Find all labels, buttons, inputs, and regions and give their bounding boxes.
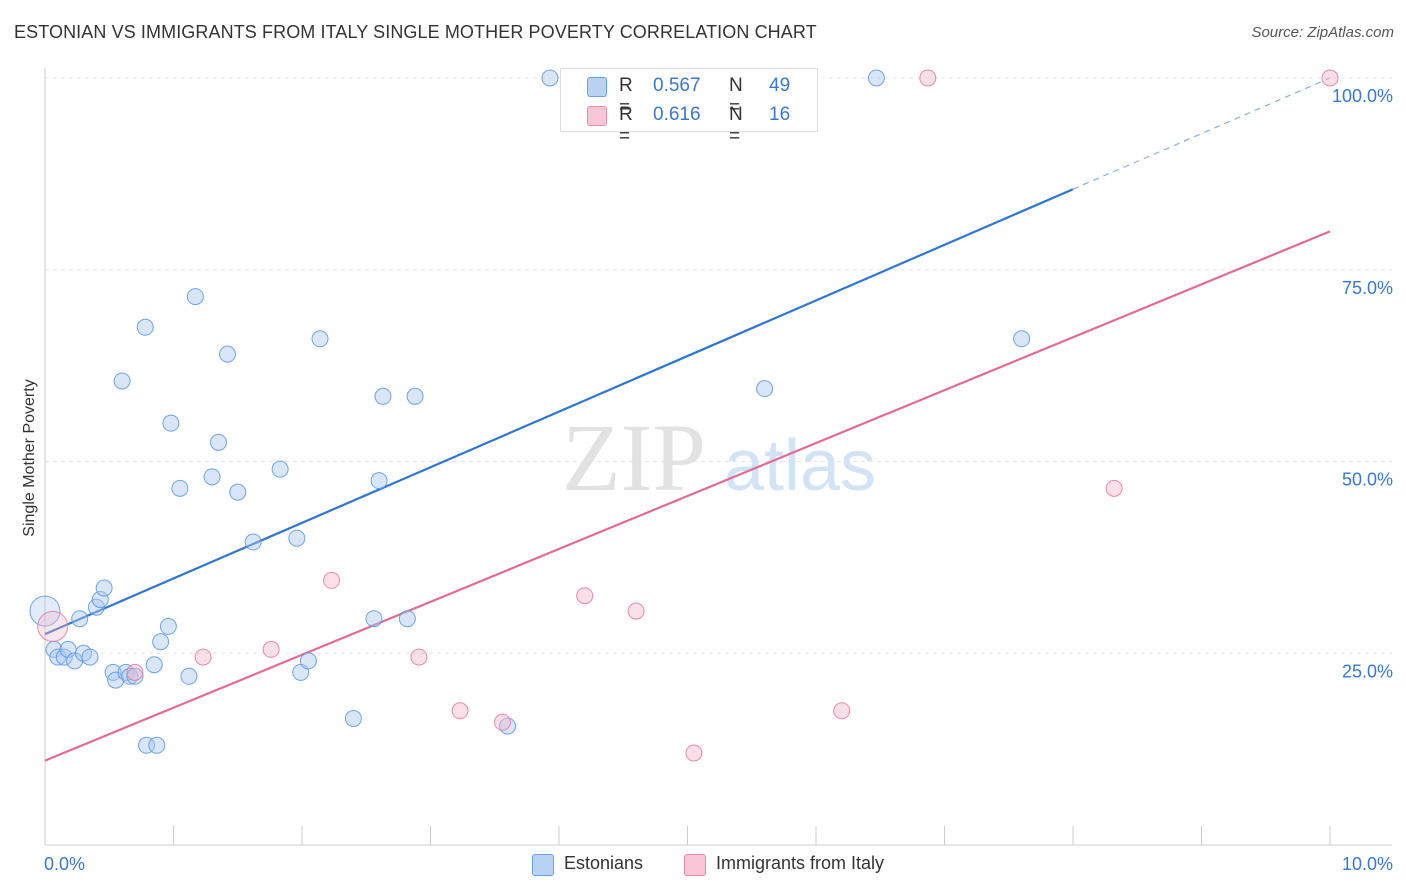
- point-estonians: [138, 736, 156, 754]
- legend-n-label: N =: [729, 104, 743, 147]
- point-estonians: [55, 648, 73, 666]
- point-italy: [919, 69, 937, 87]
- point-estonians: [136, 318, 154, 336]
- point-estonians: [398, 610, 416, 628]
- point-estonians: [370, 472, 388, 490]
- point-estonians: [159, 617, 177, 635]
- points-layer: [29, 69, 1339, 762]
- legend-label-estonians: Estonians: [564, 853, 644, 873]
- legend-label-italy: Immigrants from Italy: [716, 853, 885, 873]
- point-estonians: [162, 414, 180, 432]
- legend-r-value: 0.567: [653, 75, 701, 96]
- chart-title: ESTONIAN VS IMMIGRANTS FROM ITALY SINGLE…: [14, 22, 817, 42]
- y-tick-label: 25.0%: [1342, 661, 1393, 681]
- point-italy: [627, 602, 645, 620]
- point-estonians: [229, 483, 247, 501]
- point-estonians: [148, 736, 166, 754]
- point-estonians: [867, 69, 885, 87]
- point-estonians: [180, 667, 198, 685]
- point-italy: [37, 610, 69, 642]
- point-estonians: [95, 579, 113, 597]
- tick-label-layer: 25.0% 50.0% 75.0% 100.0% 0.0% 10.0%: [44, 86, 1393, 874]
- legend-swatch-italy: [587, 106, 607, 126]
- watermark-atlas: atlas: [724, 426, 876, 506]
- point-italy: [685, 744, 703, 762]
- point-estonians: [218, 345, 236, 363]
- trend-line-1: [44, 230, 1331, 762]
- point-estonians: [71, 610, 89, 628]
- point-estonians: [311, 330, 329, 348]
- legend-n-value: 49: [769, 75, 791, 96]
- legend-swatch-estonians: [587, 77, 607, 97]
- source-credit: Source: ZipAtlas.com: [1251, 24, 1394, 41]
- point-italy: [576, 587, 594, 605]
- x-tick-label: 10.0%: [1342, 854, 1393, 874]
- point-italy: [1321, 69, 1339, 87]
- point-estonians: [126, 667, 144, 685]
- legend-n-value: 16: [769, 104, 791, 125]
- point-estonians: [344, 709, 362, 727]
- point-italy: [323, 571, 341, 589]
- point-italy: [1105, 479, 1123, 497]
- point-estonians: [374, 387, 392, 405]
- point-italy: [126, 663, 144, 681]
- point-estonians: [152, 633, 170, 651]
- trend-line-0: [44, 188, 1074, 636]
- grid-layer: [45, 77, 1392, 654]
- point-estonians: [271, 460, 289, 478]
- point-estonians: [406, 387, 424, 405]
- point-italy: [451, 702, 469, 720]
- point-estonians: [209, 433, 227, 451]
- point-italy: [833, 702, 851, 720]
- y-tick-label: 75.0%: [1342, 278, 1393, 298]
- legend-n-label: N =: [729, 75, 743, 118]
- watermark-zip: ZIP: [562, 404, 706, 511]
- axis-layer: [44, 68, 1392, 846]
- legend-r-label: R =: [619, 104, 633, 147]
- point-estonians: [299, 652, 317, 670]
- point-estonians: [203, 468, 221, 486]
- point-estonians: [171, 479, 189, 497]
- point-estonians: [541, 69, 559, 87]
- point-estonians: [81, 648, 99, 666]
- y-tick-label: 100.0%: [1332, 86, 1393, 106]
- point-estonians: [244, 533, 262, 551]
- trend-line-extension-0: [1072, 77, 1331, 190]
- point-estonians: [87, 598, 105, 616]
- point-italy: [410, 648, 428, 666]
- point-estonians: [288, 529, 306, 547]
- legend-r-value: 0.616: [653, 104, 701, 125]
- legend-swatch-italy: [684, 854, 706, 876]
- legend-swatch-estonians: [532, 854, 554, 876]
- point-italy: [194, 648, 212, 666]
- stats-legend: R = 0.567 N = 49 R = 0.616 N = 16: [560, 68, 818, 147]
- x-tick-label: 0.0%: [44, 854, 85, 874]
- point-estonians: [756, 380, 774, 398]
- point-estonians: [29, 595, 61, 627]
- point-estonians: [1013, 330, 1031, 348]
- point-estonians: [365, 610, 383, 628]
- y-tick-label: 50.0%: [1342, 470, 1393, 490]
- point-estonians: [113, 372, 131, 390]
- point-italy: [262, 640, 280, 658]
- y-axis-label: Single Mother Poverty: [21, 379, 38, 537]
- trend-layer: [44, 77, 1331, 762]
- watermark: ZIP atlas: [562, 404, 876, 511]
- point-estonians: [145, 656, 163, 674]
- legend-r-label: R =: [619, 75, 633, 118]
- point-italy: [493, 713, 511, 731]
- point-estonians: [186, 288, 204, 306]
